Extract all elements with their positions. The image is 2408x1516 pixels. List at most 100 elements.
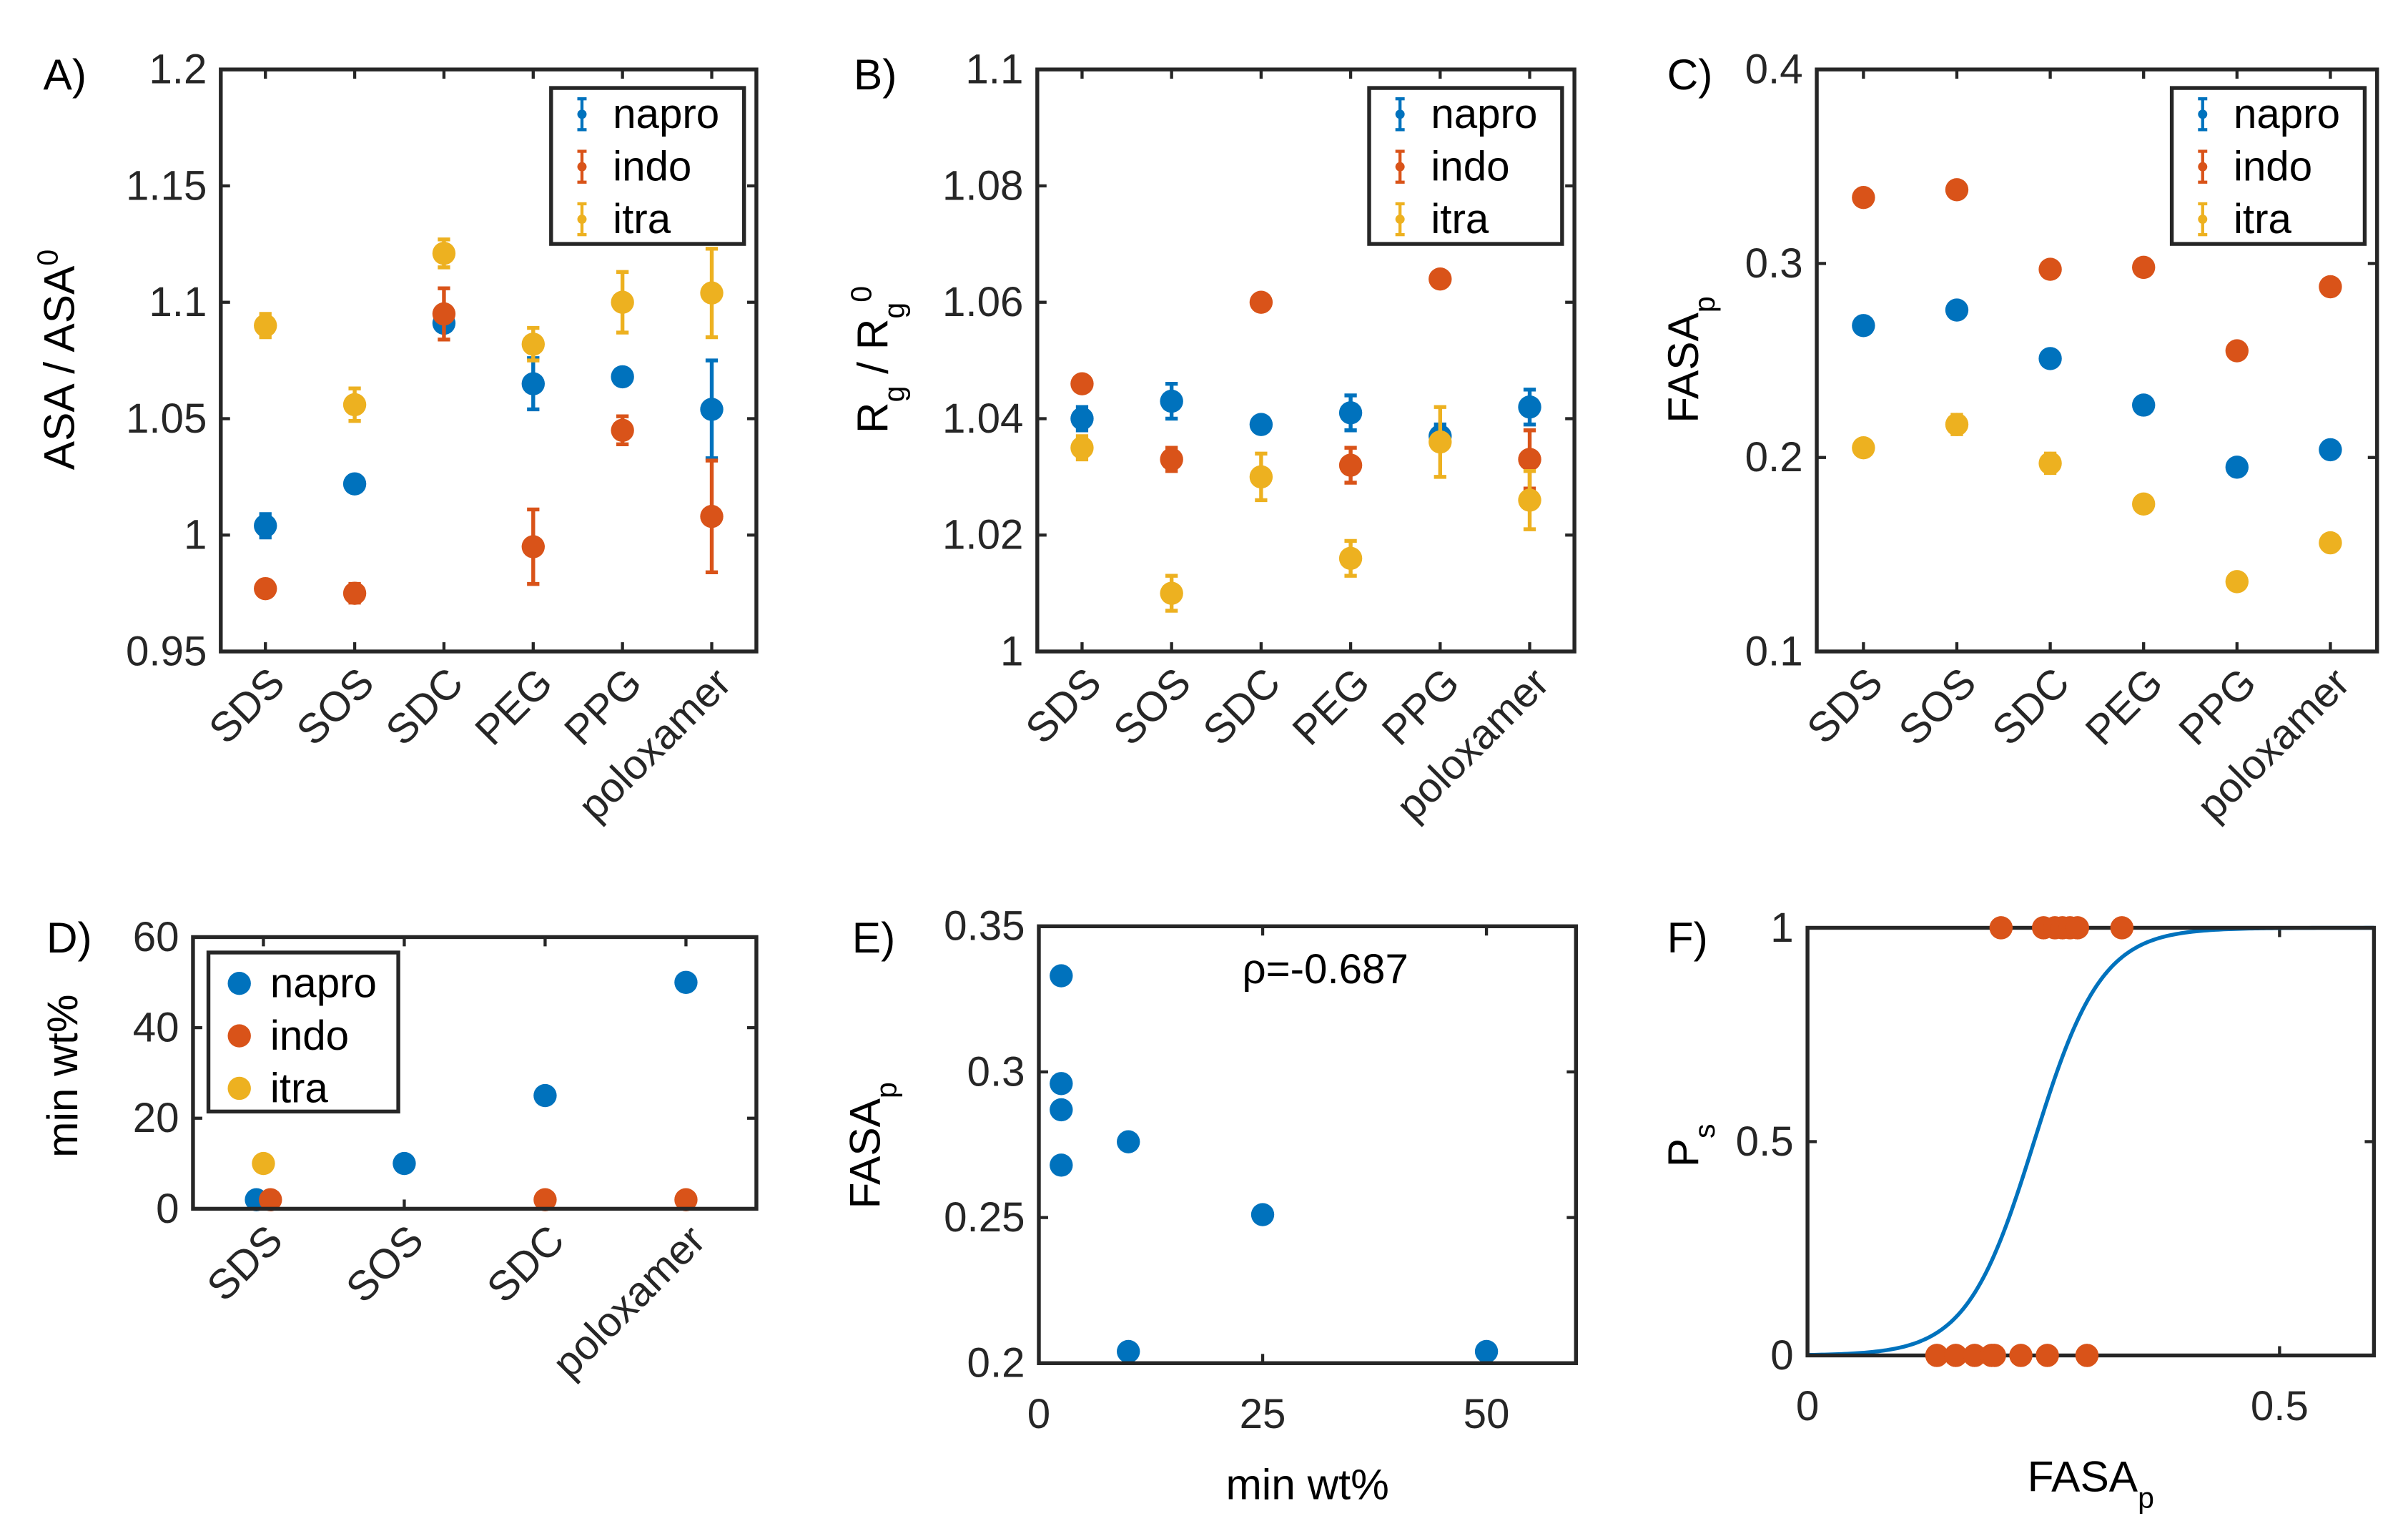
y-tick-label: 1.2 (149, 46, 207, 93)
y-tick-label: 1 (1770, 905, 1793, 951)
legend-label: napro (613, 91, 719, 137)
x-tick-label: SOS (1890, 659, 1985, 754)
data-point-napro (2225, 456, 2249, 479)
legend-marker-icon (577, 162, 587, 172)
y-tick-label: 1.1 (149, 279, 207, 325)
data-point-indo (2132, 255, 2156, 280)
y-tick-label: 60 (133, 914, 179, 960)
data-point-indo (1070, 372, 1094, 395)
x-tick-label: 0 (1027, 1391, 1050, 1437)
data-point-soluble (2066, 916, 2089, 940)
data-point-indo (259, 1188, 282, 1211)
data-point-indo (674, 1188, 698, 1211)
y-axis-label-part: P (1659, 1138, 1707, 1167)
y-axis-label-part: p (870, 1082, 903, 1098)
logistic-fit-line (1807, 925, 2374, 1357)
x-tick-label: 50 (1464, 1391, 1510, 1437)
y-tick-label: 1.08 (942, 162, 1023, 209)
legend-label: napro (1431, 91, 1537, 137)
legend-label: napro (2234, 91, 2340, 137)
data-point-indo (254, 576, 277, 601)
data-point-itra (1160, 581, 1183, 605)
data-point-insoluble (2075, 1344, 2099, 1367)
data-point-itra (1070, 435, 1094, 460)
x-tick-label: 25 (1240, 1391, 1286, 1437)
x-axis-label: min wt% (1225, 1460, 1388, 1508)
y-tick-label: 1 (1000, 628, 1023, 674)
data-point-napro (2038, 347, 2062, 370)
data-point (1050, 1072, 1073, 1096)
x-tick-label: SDS (198, 1216, 292, 1310)
data-point-napro (2132, 393, 2156, 417)
axes-box (1815, 67, 2379, 654)
legend-label: indo (2234, 144, 2312, 190)
data-point-insoluble (2009, 1344, 2033, 1367)
y-axis-label: ASA / ASA0 (31, 250, 84, 470)
data-point-soluble (2110, 916, 2134, 940)
data-point-indo (1249, 290, 1273, 314)
x-tick-label: SOS (1105, 659, 1200, 754)
data-point-indo (342, 581, 367, 605)
legend-marker-icon (2198, 109, 2208, 119)
data-point-indo (432, 302, 456, 326)
panel-label: A) (44, 50, 87, 99)
data-point-itra (1518, 488, 1541, 512)
data-point-itra (700, 281, 724, 305)
data-point-insoluble (1925, 1344, 1949, 1367)
data-point-itra (2132, 492, 2156, 516)
legend-label: itra (1431, 196, 1489, 242)
data-point (1117, 1130, 1140, 1153)
y-tick-label: 0.3 (967, 1048, 1025, 1095)
data-point-indo (2225, 339, 2249, 363)
y-axis-label-part: ASA / ASA (35, 265, 84, 470)
y-axis-label: FASAp (841, 1082, 903, 1209)
panel-c: C)0.10.20.30.4SDSSOSSDCPEGPPGpoloxamerFA… (1659, 46, 2379, 830)
data-point-napro (393, 1151, 416, 1176)
legend-label: itra (270, 1065, 329, 1111)
data-point-indo (521, 535, 545, 558)
panel-a: A)0.9511.051.11.151.2SDSSOSSDCPEGPPGpolo… (31, 46, 759, 830)
axes-box (219, 67, 759, 654)
legend-marker-icon (577, 215, 587, 225)
y-axis-label: Rg / Rg0 (844, 286, 910, 433)
data-point-indo (1852, 186, 1875, 210)
plot-area (1070, 267, 1541, 613)
panel-label: C) (1667, 50, 1713, 99)
data-point-indo (611, 418, 634, 442)
y-tick-label: 0.2 (967, 1340, 1025, 1387)
panel-f: F) 0 0.5 1 0 0.5 FASAp Ps (1659, 905, 2377, 1514)
data-point-napro (1518, 395, 1541, 419)
y-axis-label-part: FASA (841, 1098, 889, 1209)
y-axis-label-part: g (877, 386, 910, 403)
data-point-soluble (1989, 916, 2013, 940)
y-tick-label: 0.35 (944, 903, 1025, 950)
y-tick-label: 0.25 (944, 1194, 1025, 1241)
panel-e: E) 0.2 0.25 0.3 0.35 0 25 50 min wt% FASAp ρ=-0.68… (841, 903, 1578, 1508)
data-point-indo (1518, 448, 1541, 471)
data-point-napro (1338, 401, 1363, 425)
data-point-napro (1160, 389, 1183, 413)
y-axis-label: FASAp (1659, 296, 1721, 423)
legend-label: indo (613, 144, 691, 190)
data-point (1050, 1153, 1073, 1177)
x-tick-label: SDS (1798, 659, 1892, 753)
y-tick-label: 20 (133, 1095, 179, 1141)
panel-label: F) (1667, 913, 1708, 962)
panel-label: D) (46, 913, 92, 962)
legend-marker-icon (1395, 109, 1405, 119)
data-point-itra (2319, 531, 2342, 555)
x-tick-label: PEG (466, 659, 561, 754)
data-point (1050, 1098, 1073, 1122)
plot-area (1852, 178, 2342, 594)
y-tick-label: 0 (1770, 1332, 1793, 1379)
x-axis-label-part: min wt% (1225, 1460, 1388, 1508)
y-tick-label: 40 (133, 1005, 179, 1051)
data-point-itra (432, 242, 456, 265)
y-axis-label-part: s (1688, 1123, 1721, 1138)
y-tick-label: 0 (156, 1186, 179, 1232)
legend-label: indo (1431, 144, 1509, 190)
data-point-itra (342, 393, 367, 417)
legend-marker-icon (577, 109, 587, 119)
plot-area (254, 237, 724, 605)
data-point-insoluble (1963, 1344, 1987, 1367)
